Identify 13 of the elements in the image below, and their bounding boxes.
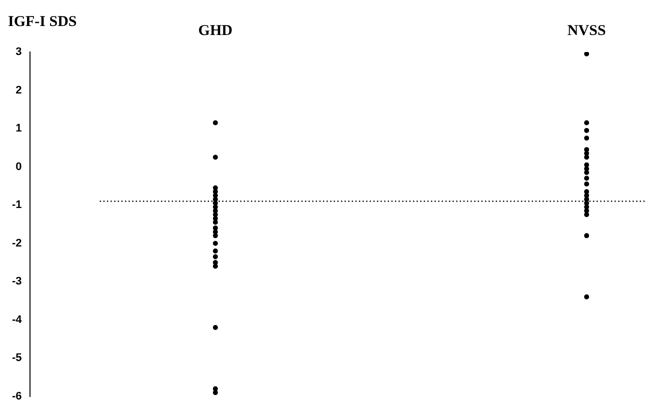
- y-axis-title: IGF-I SDS: [8, 14, 77, 30]
- x-tick-label: GHD: [198, 22, 233, 39]
- y-tick-label: -3: [12, 276, 22, 288]
- y-tick-label: 2: [16, 84, 22, 96]
- y-tick-label: -2: [12, 237, 22, 250]
- y-tick-label: -5: [12, 352, 22, 364]
- y-tick-label: -4: [12, 314, 23, 326]
- y-tick-label: 3: [16, 46, 22, 58]
- y-tick-label: -1: [12, 199, 22, 212]
- x-tick-label: NVSS: [567, 22, 606, 39]
- y-tick-label: 1: [16, 122, 22, 135]
- y-tick-label: 0: [16, 160, 22, 173]
- y-tick-label: -6: [12, 390, 22, 402]
